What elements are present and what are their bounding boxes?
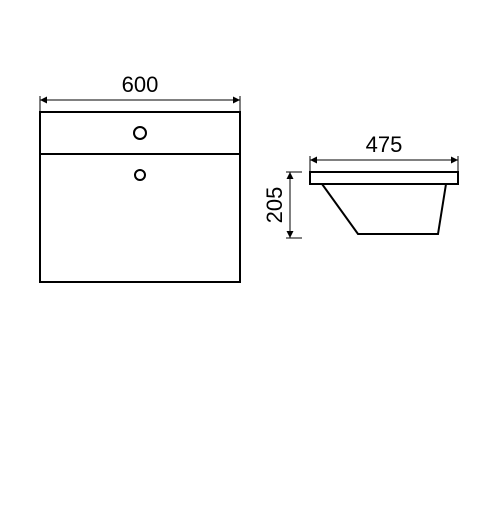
dim-side-height-label: 205	[262, 187, 287, 224]
side-view-rim	[310, 172, 458, 184]
technical-drawing: 600 475 205	[0, 0, 500, 500]
dim-side-width-label: 475	[366, 132, 403, 157]
dim-top-width-label: 600	[122, 72, 159, 97]
front-view-outer	[40, 112, 240, 282]
